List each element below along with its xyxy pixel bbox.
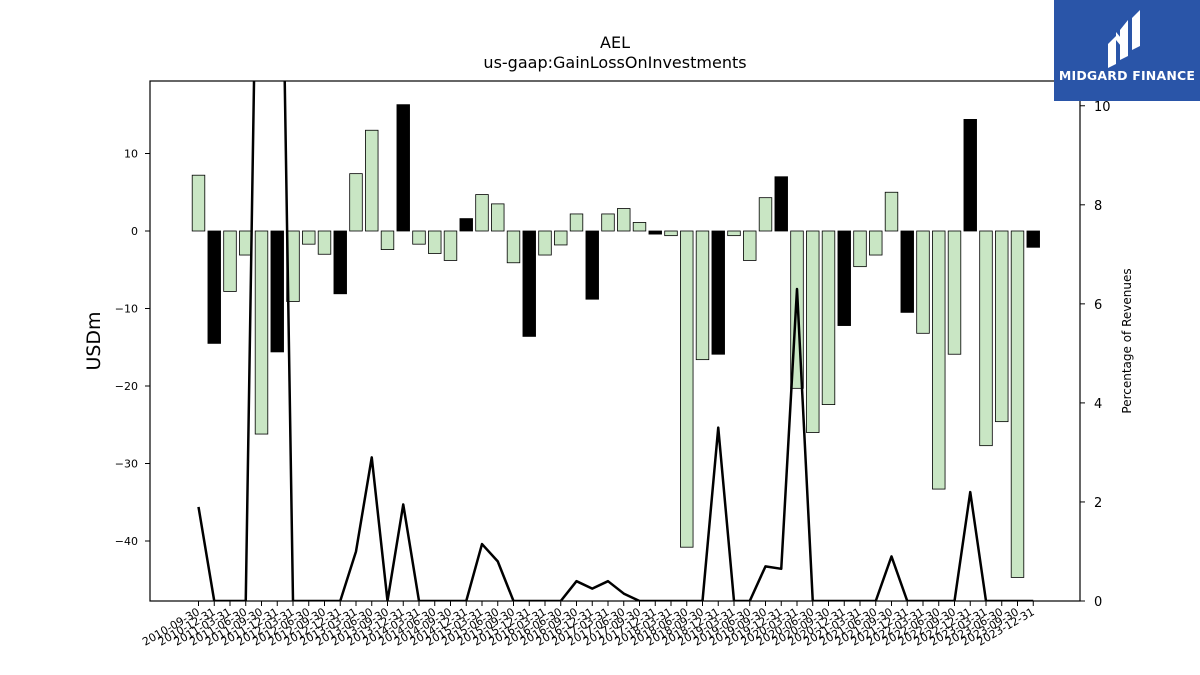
- chart-subtitle: us-gaap:GainLossOnInvestments: [483, 53, 746, 72]
- bar-2018-03-31: [664, 230, 678, 237]
- bar-2020-09-30: [821, 230, 836, 406]
- bar-2019-03-31: [727, 230, 741, 237]
- right-y-axis: 0 2 4 6 8 10: [1080, 100, 1111, 610]
- bar-2017-06-30: [617, 208, 631, 232]
- y2-tick-label: 0: [1094, 595, 1102, 610]
- y-tick-label: −10: [115, 303, 138, 316]
- bar-2011-09-30: [254, 230, 269, 435]
- plot-frame: [149, 80, 1081, 602]
- bar-2016-06-30: [554, 230, 568, 246]
- logo-text: MIDGARD FINANCE: [1058, 68, 1196, 83]
- bar-2022-03-31: [916, 230, 930, 334]
- bar-2020-12-31: [837, 230, 851, 326]
- bar-2021-12-31: [900, 230, 914, 313]
- bar-2012-06-30: [302, 230, 316, 245]
- bar-2022-06-30: [932, 230, 946, 490]
- y-tick-label: −30: [115, 458, 138, 471]
- bar-2023-09-30: [1010, 230, 1025, 578]
- bar-2016-09-30: [569, 213, 584, 232]
- midgard-finance-logo: MIDGARD FINANCE: [1054, 0, 1200, 101]
- bar-2018-09-30: [695, 230, 710, 361]
- bar-2013-03-31: [349, 173, 363, 232]
- bar-2014-12-31: [459, 218, 473, 232]
- bar-2012-09-30: [317, 230, 332, 255]
- bar-2017-12-31: [648, 230, 662, 235]
- y2-axis-label: Percentage of Revenues: [1120, 268, 1134, 413]
- bar-2023-12-31: [1026, 230, 1040, 248]
- bar-2010-09-30: [191, 174, 206, 232]
- bar-2013-06-30: [365, 129, 379, 232]
- bar-2010-12-31: [207, 230, 221, 344]
- chart-title: AEL: [600, 33, 630, 52]
- logo-mark-icon: [1108, 10, 1140, 68]
- bar-2014-09-30: [443, 230, 458, 261]
- bar-series: [191, 104, 1040, 578]
- bar-2011-12-31: [270, 230, 284, 353]
- left-y-axis: 10 0 −10 −20 −30 −40: [115, 148, 150, 548]
- bar-2016-12-31: [585, 230, 599, 300]
- bar-2019-12-31: [774, 176, 788, 232]
- bar-2019-06-30: [743, 230, 757, 261]
- bar-2015-03-31: [475, 194, 489, 232]
- bar-2014-06-30: [428, 230, 442, 254]
- y-tick-label: −20: [115, 380, 138, 393]
- bar-2021-03-31: [853, 230, 867, 268]
- y2-tick-label: 6: [1094, 298, 1102, 313]
- bar-2015-06-30: [491, 203, 505, 232]
- line-series: [197, 81, 1034, 601]
- bar-2015-09-30: [506, 230, 521, 264]
- bar-2013-09-30: [380, 230, 395, 251]
- bar-2020-06-30: [806, 230, 820, 433]
- y-tick-label: −40: [115, 535, 138, 548]
- bar-2021-06-30: [869, 230, 883, 256]
- bar-2022-12-31: [963, 119, 977, 232]
- y2-tick-label: 8: [1094, 199, 1102, 214]
- x-axis: 2010-09-302010-12-312011-03-312011-06-30…: [140, 601, 1037, 649]
- bar-2012-12-31: [333, 230, 347, 295]
- bar-2013-12-31: [396, 104, 410, 232]
- bar-2014-03-31: [412, 230, 426, 245]
- y2-tick-label: 4: [1094, 397, 1102, 412]
- bar-2017-09-30: [632, 222, 647, 232]
- bar-2017-03-31: [601, 213, 615, 232]
- y2-tick-label: 10: [1094, 100, 1111, 115]
- percentage-line: [197, 81, 1034, 601]
- bar-2022-09-30: [947, 230, 962, 355]
- bar-2023-03-31: [979, 230, 993, 447]
- y-tick-label: 10: [124, 148, 138, 161]
- bar-2019-09-30: [758, 197, 773, 232]
- bar-2018-12-31: [711, 230, 725, 355]
- bar-2015-12-31: [522, 230, 536, 337]
- bar-2018-06-30: [680, 230, 694, 548]
- y-tick-label: 0: [131, 225, 138, 238]
- bar-2021-09-30: [884, 191, 899, 232]
- bar-2016-03-31: [538, 230, 552, 256]
- y2-tick-label: 2: [1094, 496, 1102, 511]
- bar-2011-03-31: [223, 230, 237, 292]
- bar-2023-06-30: [995, 230, 1009, 423]
- y-axis-label: USDm: [83, 311, 105, 370]
